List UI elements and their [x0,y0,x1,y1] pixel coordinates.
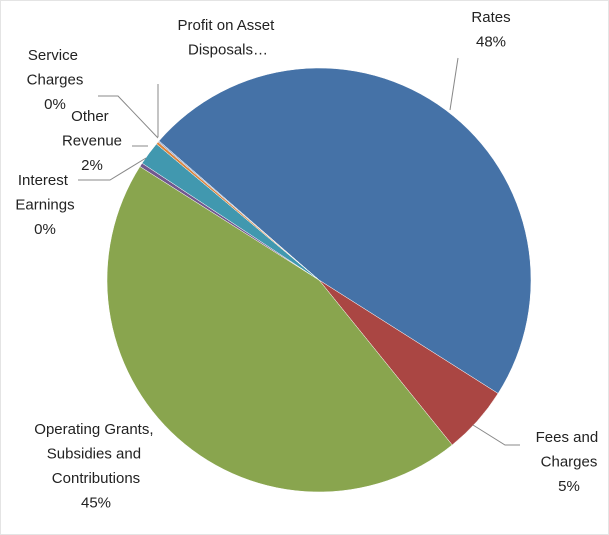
slice-label: Profit on Asset Disposals… [178,17,279,59]
label-line: Service [28,47,82,64]
leader-line [449,57,459,111]
label-line: Profit on Asset [178,17,279,34]
slice-value: 0% [44,96,66,113]
leader-line [472,424,520,446]
label-line: Operating Grants, [34,421,157,438]
label-line: Contributions [52,470,140,487]
slice-value: 48% [476,34,506,51]
slice-value: 0% [34,221,56,238]
label-line: Charges [541,454,598,471]
slice-label: Service Charges [27,47,84,89]
slice-label: Interest Earnings [15,172,74,214]
slice-value: 45% [81,495,111,512]
label-line: Disposals… [188,42,268,59]
pie-slice [158,67,532,394]
slice-label: Operating Grants, Subsidies and Contribu… [34,421,157,487]
leader-line [98,95,159,139]
label-line: Charges [27,72,84,89]
label-line: Revenue [62,133,122,150]
label-line: Other [71,108,113,125]
leader-line [78,157,147,181]
pie-slice [157,140,320,281]
label-line: Rates [471,9,510,26]
slice-label: Fees and Charges [536,429,603,471]
label-line: Subsidies and [47,446,145,463]
slice-label: Rates [471,9,510,26]
slice-value: 5% [558,478,580,495]
pie-slice [106,166,453,493]
label-line: Earnings [15,197,74,214]
slice-value: 2% [81,157,103,174]
label-line: Interest [18,172,72,189]
slice-label: Other Revenue [62,108,122,150]
label-line: Fees and [536,429,603,446]
